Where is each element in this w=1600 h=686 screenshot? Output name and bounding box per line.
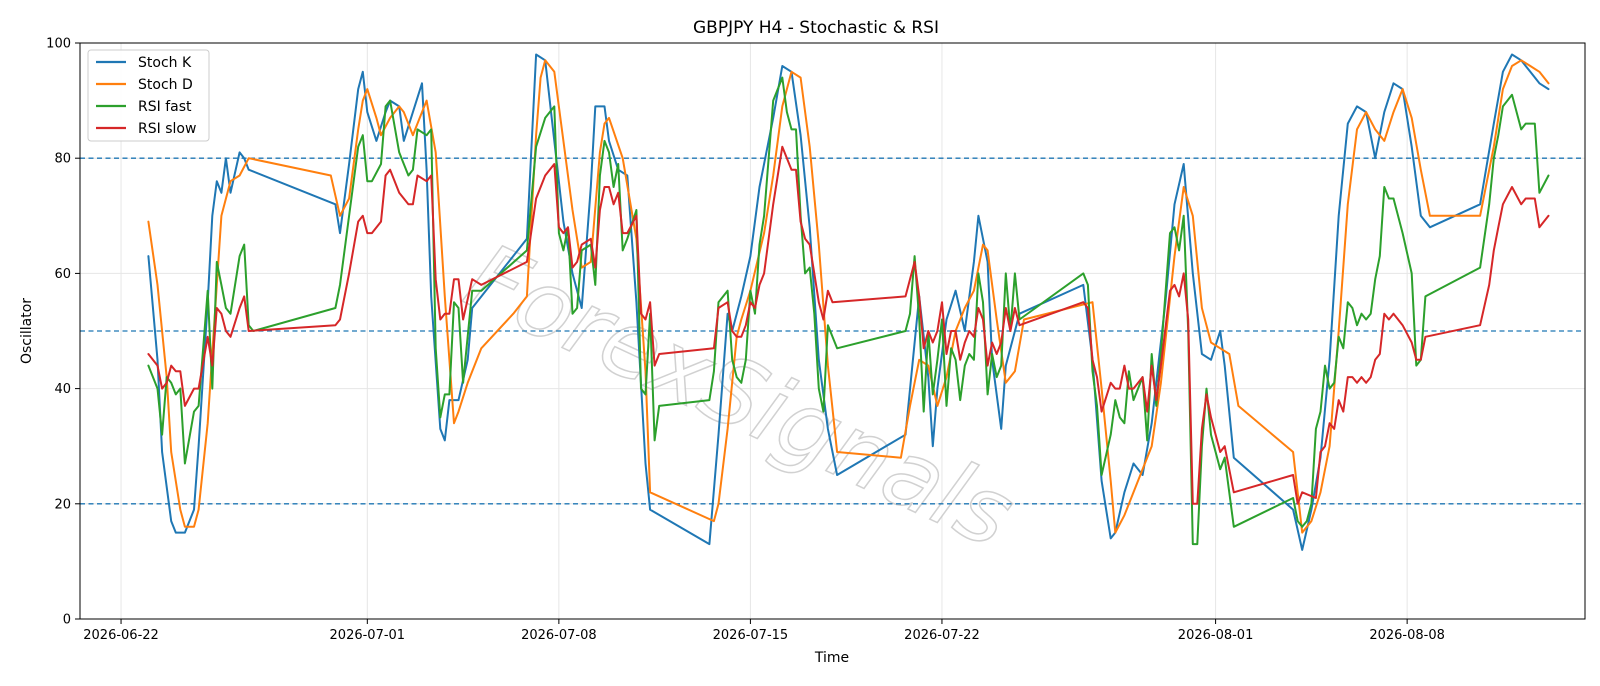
x-tick-label: 2026-07-22 [904, 628, 980, 643]
series-line-stoch-k [147, 53, 1550, 551]
reference-lines [80, 157, 1585, 505]
series-lines [147, 53, 1550, 551]
legend: Stoch K Stoch D RSI fast RSI slow [87, 49, 210, 142]
y-tick-label: 0 [63, 613, 71, 628]
series-line-rsi-slow [147, 145, 1550, 505]
legend-box [87, 49, 210, 142]
y-tick-label: 60 [54, 267, 71, 282]
y-axis: 0 20 40 60 80 100 [46, 37, 80, 628]
y-tick-label: 100 [46, 37, 71, 52]
plot-area: ForexSignals [79, 42, 1586, 620]
series-line-stoch-d [147, 59, 1550, 534]
x-tick-label: 2026-07-08 [521, 628, 597, 643]
legend-label: RSI slow [138, 121, 196, 137]
chart-title: GBPJPY H4 - Stochastic & RSI [693, 18, 939, 38]
y-tick-label: 40 [54, 382, 71, 397]
plot-frame [79, 42, 1586, 620]
x-tick-label: 2026-08-08 [1369, 628, 1445, 643]
x-axis: 2026-06-22 2026-07-01 2026-07-08 2026-07-15… [83, 619, 1445, 643]
y-tick-label: 20 [54, 497, 71, 512]
x-tick-label: 2026-08-01 [1178, 628, 1254, 643]
y-tick-label: 80 [54, 152, 71, 167]
x-tick-label: 2026-07-15 [713, 628, 789, 643]
y-axis-label: Oscillator [19, 298, 35, 364]
legend-label: Stoch D [138, 77, 193, 93]
legend-label: RSI fast [138, 99, 192, 115]
x-tick-label: 2026-07-01 [330, 628, 406, 643]
x-axis-label: Time [814, 650, 849, 666]
legend-label: Stoch K [138, 55, 192, 71]
x-tick-label: 2026-06-22 [83, 628, 159, 643]
series-line-rsi-fast [147, 76, 1550, 546]
